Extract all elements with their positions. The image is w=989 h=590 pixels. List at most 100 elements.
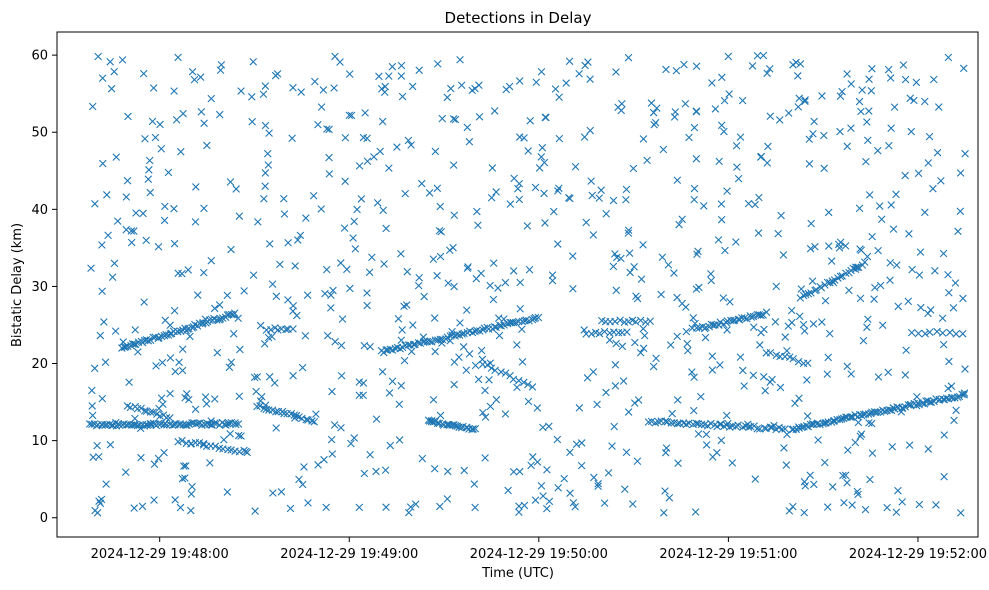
detection-marker <box>818 92 826 100</box>
detection-marker <box>562 79 570 87</box>
detection-marker <box>959 64 968 73</box>
detection-marker <box>443 93 452 102</box>
detection-marker <box>203 141 211 150</box>
detection-marker <box>296 231 305 240</box>
detection-marker <box>187 490 196 498</box>
detection-marker <box>144 336 153 345</box>
detection-marker <box>240 287 248 295</box>
detection-marker <box>272 424 280 432</box>
detection-marker <box>836 92 845 100</box>
detection-marker <box>958 390 966 399</box>
detection-marker <box>475 113 484 121</box>
detection-marker <box>946 328 954 337</box>
detection-marker <box>939 249 948 258</box>
detection-marker <box>404 136 413 145</box>
detection-marker <box>898 403 907 412</box>
detection-marker <box>427 338 436 346</box>
detection-marker <box>162 413 171 422</box>
detection-marker <box>253 402 261 411</box>
detection-marker <box>682 327 691 336</box>
detection-marker <box>321 289 329 298</box>
detection-marker <box>322 503 330 512</box>
detection-marker <box>537 482 546 490</box>
detection-marker <box>944 270 952 279</box>
detection-marker <box>415 273 423 282</box>
detection-marker <box>235 212 244 220</box>
detection-marker <box>282 325 290 334</box>
detection-marker <box>803 376 811 384</box>
detection-marker <box>134 348 142 356</box>
detection-marker <box>515 376 523 385</box>
detection-marker <box>952 330 960 338</box>
detection-marker <box>797 285 806 293</box>
detection-marker <box>137 453 145 462</box>
detection-marker <box>575 69 583 78</box>
detection-marker <box>531 496 540 504</box>
detection-marker <box>608 442 616 450</box>
detection-marker <box>288 134 296 143</box>
detection-marker <box>701 333 710 342</box>
detection-marker <box>183 421 191 430</box>
detection-marker <box>118 56 127 64</box>
detection-marker <box>249 271 258 279</box>
detection-marker <box>330 421 339 429</box>
detection-marker <box>774 229 782 238</box>
y-tick-label: 20 <box>31 357 48 372</box>
detection-marker <box>868 232 876 241</box>
detection-marker <box>263 149 272 158</box>
detection-marker <box>839 471 847 480</box>
detection-marker <box>690 123 699 132</box>
detection-marker <box>582 218 591 227</box>
detection-marker <box>716 318 725 327</box>
detection-marker <box>915 271 924 279</box>
detection-marker <box>834 240 843 249</box>
detection-marker <box>150 460 159 469</box>
detection-marker <box>680 60 688 69</box>
detection-marker <box>236 345 244 354</box>
detection-marker <box>375 72 383 81</box>
detection-marker <box>100 318 108 326</box>
detection-marker <box>293 236 302 244</box>
detection-marker <box>166 321 174 329</box>
detection-marker <box>717 200 726 208</box>
detection-marker <box>515 77 524 85</box>
detection-marker <box>355 503 364 512</box>
detection-marker <box>877 215 886 224</box>
detection-marker <box>179 109 187 118</box>
detection-marker <box>253 373 262 381</box>
detection-marker <box>154 454 163 463</box>
detection-marker <box>736 353 745 361</box>
detection-marker <box>960 391 968 399</box>
detection-marker <box>256 402 264 410</box>
detection-marker <box>784 109 793 117</box>
detection-marker <box>800 327 809 335</box>
detection-marker <box>933 148 942 157</box>
detection-marker <box>890 103 899 111</box>
detection-marker <box>649 108 658 117</box>
x-axis-label: Time (UTC) <box>481 566 554 581</box>
detection-marker <box>623 328 631 336</box>
detection-marker <box>781 333 790 341</box>
detection-marker <box>130 340 138 349</box>
detection-marker <box>697 392 705 401</box>
detection-marker <box>799 291 808 300</box>
detection-marker <box>327 291 335 299</box>
detection-marker <box>918 399 927 408</box>
detection-marker <box>723 187 731 195</box>
detection-marker <box>125 378 133 387</box>
detection-marker <box>801 96 809 104</box>
detection-marker <box>907 127 916 136</box>
detection-marker <box>618 342 627 351</box>
detection-marker <box>202 400 211 408</box>
detection-marker <box>551 85 560 93</box>
detection-marker <box>916 248 925 256</box>
detection-marker <box>232 185 240 193</box>
detection-marker <box>121 468 130 476</box>
detection-marker <box>122 193 131 201</box>
detection-marker <box>470 480 479 488</box>
detection-marker <box>692 62 701 71</box>
detection-marker <box>343 265 351 274</box>
detection-marker <box>806 471 814 480</box>
detection-marker <box>757 311 765 320</box>
